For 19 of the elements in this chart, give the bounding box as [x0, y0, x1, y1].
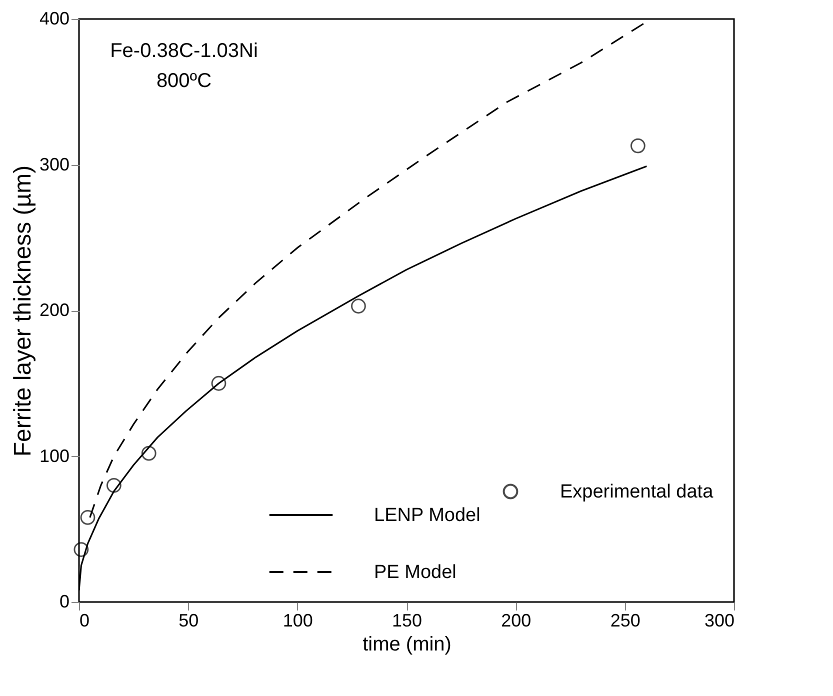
x-tick-label: 200 — [501, 610, 532, 630]
x-tick-label: 50 — [178, 610, 199, 630]
y-tick-label: 200 — [39, 300, 70, 320]
legend-label: PE Model — [374, 562, 456, 583]
y-tick-label: 300 — [39, 154, 70, 174]
y-tick-label: 100 — [39, 446, 70, 466]
x-tick-label: 250 — [610, 610, 640, 630]
x-tick-label: 0 — [80, 610, 90, 630]
legend-label: Experimental data — [560, 482, 714, 502]
y-axis-title: Ferrite layer thickness (µm) — [9, 165, 36, 457]
x-tick-label: 100 — [282, 610, 313, 630]
legend-label: LENP Model — [374, 505, 480, 526]
x-axis-title: time (min) — [362, 634, 452, 656]
y-tick-label: 400 — [39, 8, 70, 28]
annotation: 800ºC — [156, 70, 212, 92]
y-tick-label: 0 — [59, 592, 70, 612]
x-tick-label: 300 — [704, 610, 734, 630]
annotation: Fe-0.38C-1.03Ni — [110, 40, 258, 62]
x-tick-label: 150 — [392, 610, 422, 630]
